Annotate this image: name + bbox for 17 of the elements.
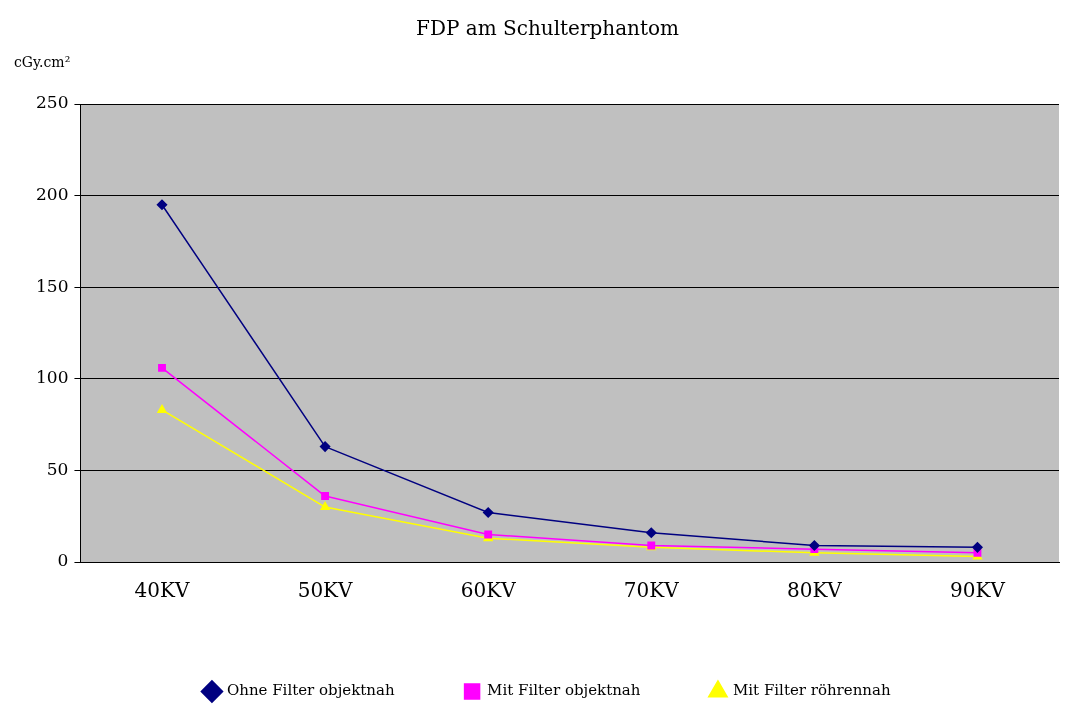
x-tick-label: 60KV (460, 578, 517, 603)
chart-title: FDP am Schulterphantom (416, 16, 680, 41)
x-tick-label: 90KV (950, 578, 1006, 603)
legend-label: Mit Filter objektnah (487, 681, 641, 700)
x-tick-label: 70KV (623, 578, 680, 603)
y-tick-label: 0 (57, 550, 69, 571)
y-tick-label: 150 (35, 275, 69, 296)
x-tick-label: 80KV (786, 578, 843, 603)
x-tick-label: 50KV (297, 578, 354, 603)
y-tick-label: 250 (35, 92, 69, 113)
y-axis-title: cGy.cm² (14, 54, 71, 70)
y-tick-label: 100 (35, 367, 69, 388)
x-tick-label: 40KV (134, 578, 190, 603)
legend-label: Mit Filter röhrennah (732, 681, 891, 700)
y-tick-label: 200 (35, 184, 69, 205)
y-tick-label: 50 (46, 458, 69, 479)
legend-label: Ohne Filter objektnah (226, 681, 395, 700)
